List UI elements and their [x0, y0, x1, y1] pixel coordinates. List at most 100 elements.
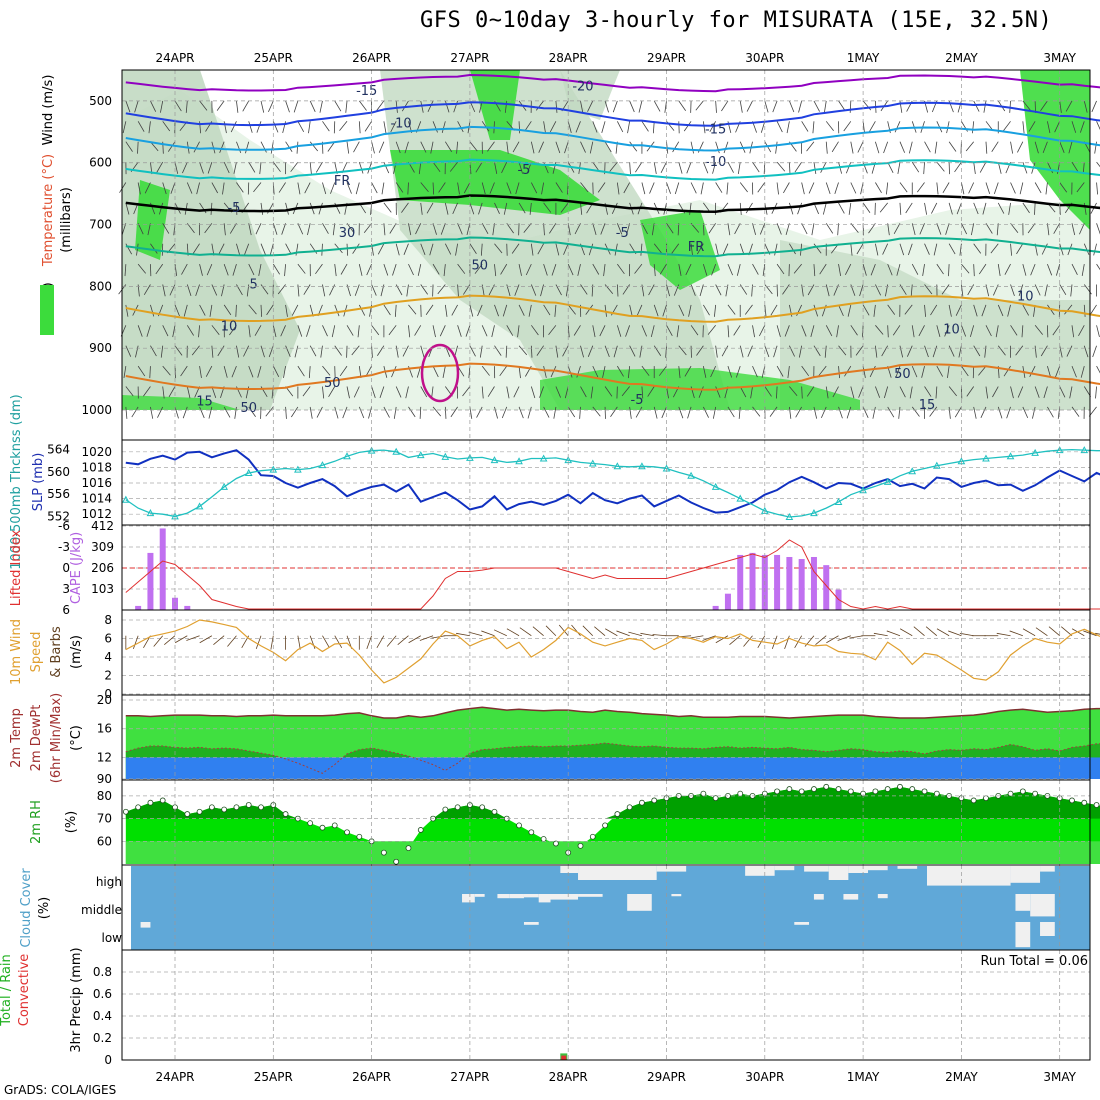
wind-barb — [209, 304, 213, 317]
wind-barb — [808, 182, 815, 194]
thickness-point — [441, 452, 450, 460]
wind-barb — [560, 202, 569, 213]
wind-barb — [551, 263, 557, 276]
wind-barb — [222, 182, 225, 195]
wind-barb — [1034, 325, 1043, 335]
wind-barb — [162, 325, 169, 337]
wind-barb — [355, 182, 360, 195]
cloud-clear — [794, 922, 810, 925]
wind-barb — [635, 406, 643, 418]
wind-barb — [1083, 202, 1087, 215]
wind-barb — [330, 182, 336, 194]
wind10-barb — [174, 635, 188, 644]
wind-barb — [1019, 182, 1024, 195]
wind10-barb — [571, 624, 581, 636]
wind-barb — [683, 121, 692, 132]
wind-barb — [1010, 325, 1018, 336]
wind-barb — [948, 406, 951, 419]
wind-barb — [702, 263, 708, 276]
wind-barb — [772, 100, 778, 113]
wind-barb — [278, 182, 286, 193]
wind-barb — [824, 345, 827, 358]
wind-barb — [549, 121, 557, 133]
wind-barb — [492, 223, 495, 236]
rh2m-high-area — [125, 786, 1100, 819]
contour-label: -5 — [517, 163, 530, 178]
slp-tick: 1020 — [81, 445, 112, 459]
bottom-date-label: 24APR — [155, 1070, 194, 1084]
wind-barb — [303, 284, 311, 295]
thickness-point — [195, 502, 204, 510]
cloud-clear — [560, 866, 579, 873]
contour-label: 15 — [919, 398, 936, 413]
rh2m-tick: 70 — [97, 812, 112, 826]
wind-barb — [181, 263, 188, 275]
panel-frame — [121, 609, 1091, 696]
wind-barb — [882, 243, 889, 255]
wind-barb — [838, 345, 847, 356]
wind-barb — [911, 161, 920, 173]
wind-barb — [449, 161, 458, 172]
wind-barb — [1045, 182, 1048, 195]
cloud-clear — [843, 894, 859, 900]
wind-barb — [1096, 263, 1100, 271]
rh2m-point — [823, 783, 830, 790]
wind-barb — [285, 243, 292, 255]
wind-barb — [1096, 325, 1100, 338]
wind-barb — [935, 386, 938, 399]
rh2m-tick: 80 — [97, 789, 112, 803]
wind-barb — [653, 243, 662, 254]
wind-barb — [230, 121, 237, 133]
wind-barb — [383, 263, 389, 276]
wind10-barb — [628, 631, 643, 637]
wind-barb — [734, 223, 741, 235]
thickness-tick: 560 — [47, 465, 70, 479]
cloud-clear — [523, 922, 539, 925]
wind10-barb — [1071, 628, 1085, 637]
wind-barb — [1047, 223, 1050, 236]
wind10-barb — [702, 635, 716, 641]
wind-barb — [1071, 161, 1079, 173]
wind-barb — [346, 182, 352, 194]
rh2m-unit-label: (%) — [64, 811, 79, 834]
wind10-barb — [948, 630, 962, 637]
wind-barb — [503, 202, 508, 215]
temp-tick: 16 — [97, 722, 112, 736]
rh2m-point — [245, 802, 252, 808]
wind-barb — [1054, 121, 1061, 133]
wind-barb — [923, 162, 925, 175]
wind-barb — [199, 304, 206, 316]
wind-barb — [948, 304, 952, 317]
wind-barb — [285, 345, 291, 357]
wind10-barb — [837, 635, 851, 641]
wind-barb — [689, 202, 692, 215]
wind-barb — [193, 141, 200, 153]
wind-barb — [156, 161, 164, 173]
wind-barb — [371, 141, 375, 154]
wind-barb — [1034, 141, 1039, 154]
wind-barb — [715, 182, 723, 193]
wind-barb — [236, 141, 242, 154]
wind-barb — [236, 243, 241, 256]
wind-barb — [455, 243, 459, 256]
wind-barb — [376, 100, 385, 111]
wind-barb — [776, 121, 783, 133]
rh2m-point — [700, 790, 707, 797]
wind10-barb — [297, 635, 301, 650]
wind-barb — [476, 406, 483, 418]
wind-barb — [713, 304, 717, 317]
wind10-panel: 0 2 4 6 8 10m Wind Speed & Barbs (m/s) — [9, 613, 1100, 701]
wind-barb — [260, 304, 263, 317]
wind-barb — [1018, 284, 1024, 297]
rh2m-point — [417, 827, 424, 833]
wind-barb — [408, 304, 417, 315]
legend-convective: Convective — [17, 954, 32, 1027]
wind-barb — [812, 121, 815, 134]
wind-barb — [659, 263, 667, 275]
thickness-line — [125, 448, 1100, 518]
cape-axis-label: CAPE (J/kg) — [69, 532, 84, 604]
wind-barb — [819, 263, 827, 275]
wind-barb — [896, 264, 901, 276]
wind-barb — [1022, 202, 1030, 214]
wind-barb — [788, 202, 794, 215]
